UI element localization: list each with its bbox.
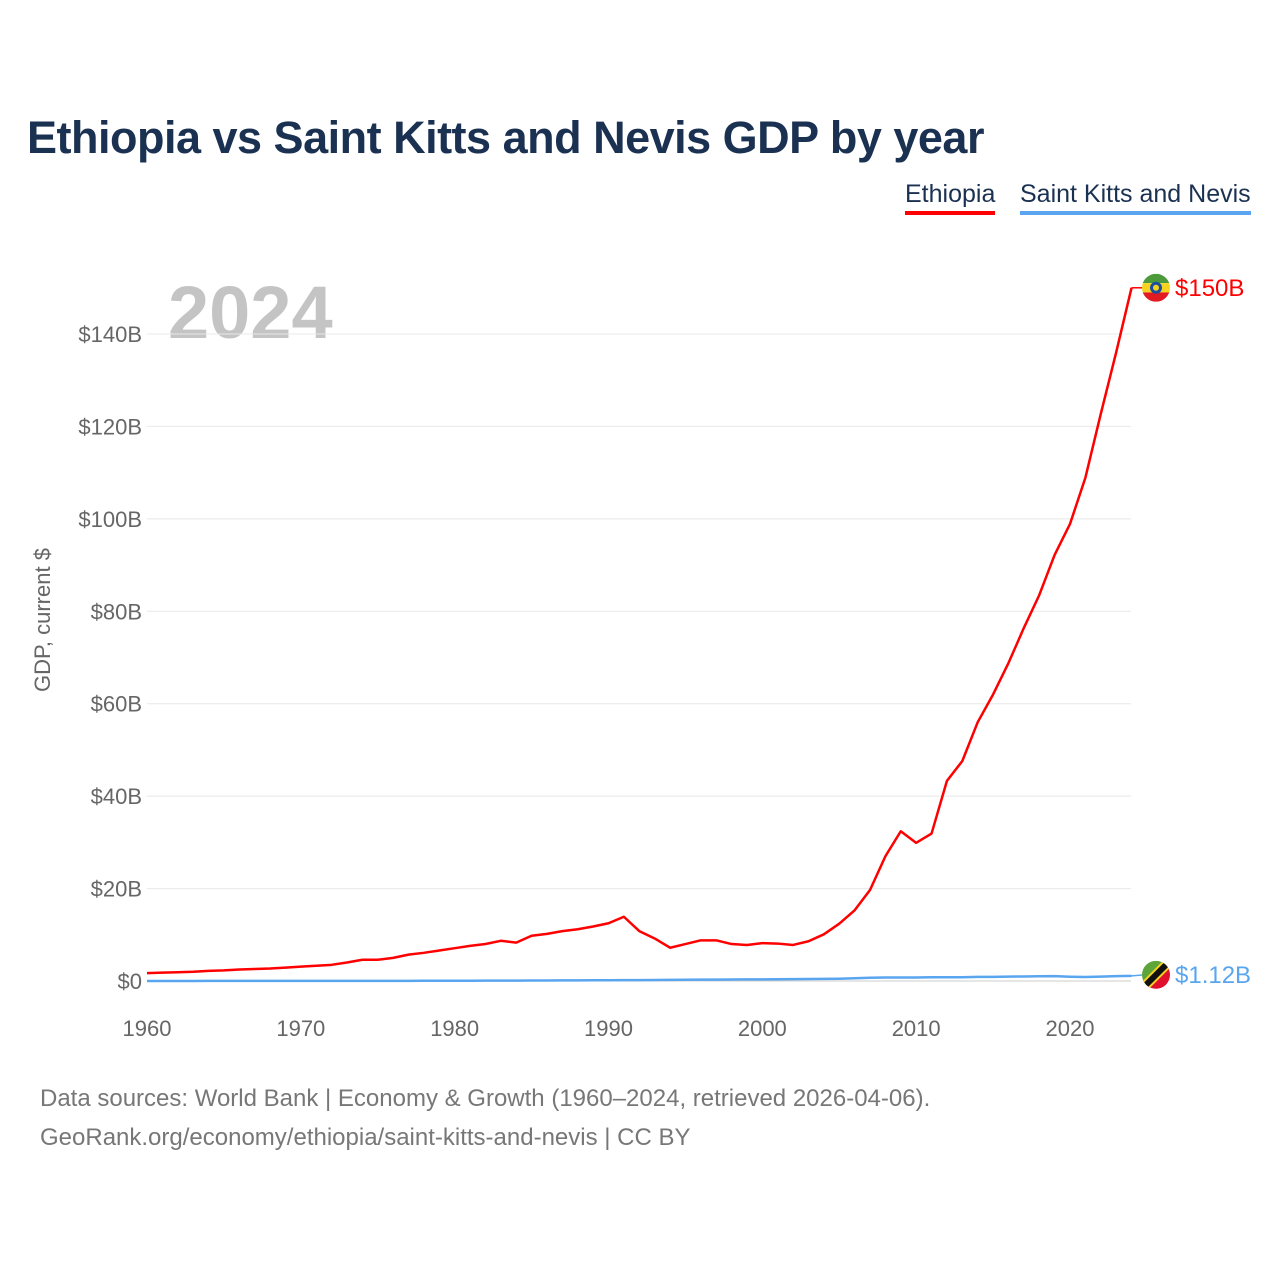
y-tick-label: $40B (91, 784, 142, 809)
ethiopia-flag-icon (1142, 273, 1170, 302)
x-tick-label: 1980 (430, 1016, 479, 1041)
series-line-ethiopia (146, 287, 1133, 975)
footer-link[interactable]: GeoRank.org/economy/ethiopia/saint-kitts… (40, 1124, 691, 1151)
legend-ethiopia[interactable]: Ethiopia (905, 180, 996, 215)
y-tick-label: $100B (78, 507, 142, 532)
saint-kitts-and-nevis-flag-icon (1142, 960, 1170, 989)
y-tick-label: $120B (78, 414, 142, 439)
y-tick-label: $20B (91, 877, 142, 902)
x-tick-label: 2010 (892, 1016, 941, 1041)
series-line-saint-kitts-and-nevis (147, 974, 1132, 983)
y-axis-label: GDP, current $ (30, 548, 55, 692)
legend-saint-kitts-and-nevis[interactable]: Saint Kitts and Nevis (1020, 180, 1251, 215)
x-tick-label: 1970 (276, 1016, 325, 1041)
end-value-label: $1.12B (1175, 962, 1251, 989)
year-watermark: 2024 (168, 271, 333, 354)
x-tick-label: 1990 (584, 1016, 633, 1041)
chart-title: Ethiopia vs Saint Kitts and Nevis GDP by… (27, 112, 984, 163)
y-tick-label: $140B (78, 322, 142, 347)
x-tick-label: 1960 (123, 1016, 172, 1041)
y-tick-label: $60B (91, 692, 142, 717)
y-tick-label: $80B (91, 599, 142, 624)
x-tick-label: 2020 (1046, 1016, 1095, 1041)
end-value-label: $150B (1175, 275, 1244, 302)
x-tick-label: 2000 (738, 1016, 787, 1041)
footer-sources: Data sources: World Bank | Economy & Gro… (40, 1085, 931, 1112)
y-tick-label: $0 (118, 969, 142, 994)
